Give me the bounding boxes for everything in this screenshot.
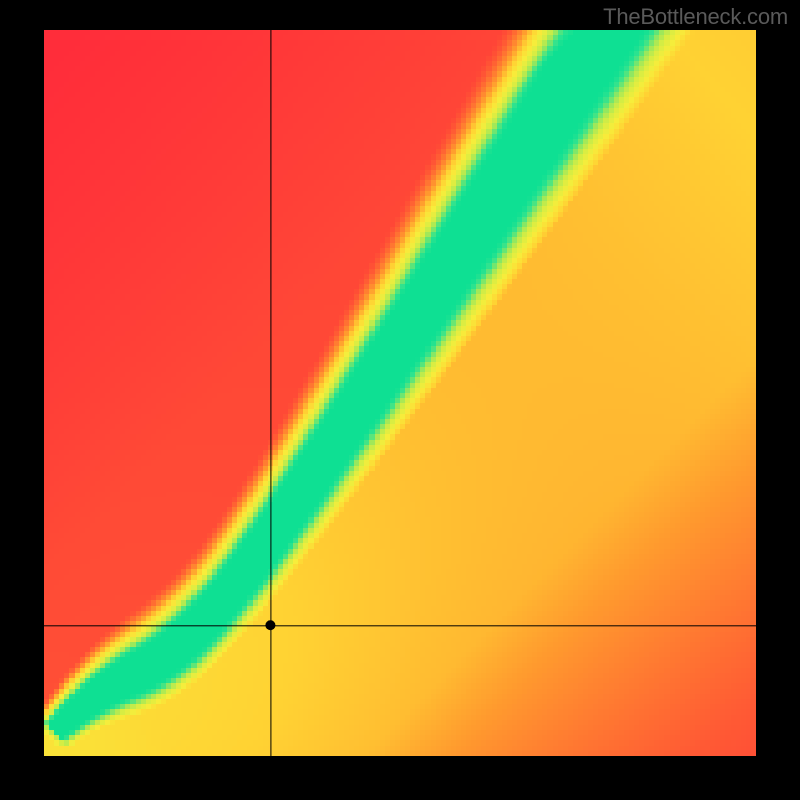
- watermark-text: TheBottleneck.com: [603, 4, 788, 30]
- chart-frame: TheBottleneck.com: [0, 0, 800, 800]
- heatmap-canvas: [44, 30, 756, 756]
